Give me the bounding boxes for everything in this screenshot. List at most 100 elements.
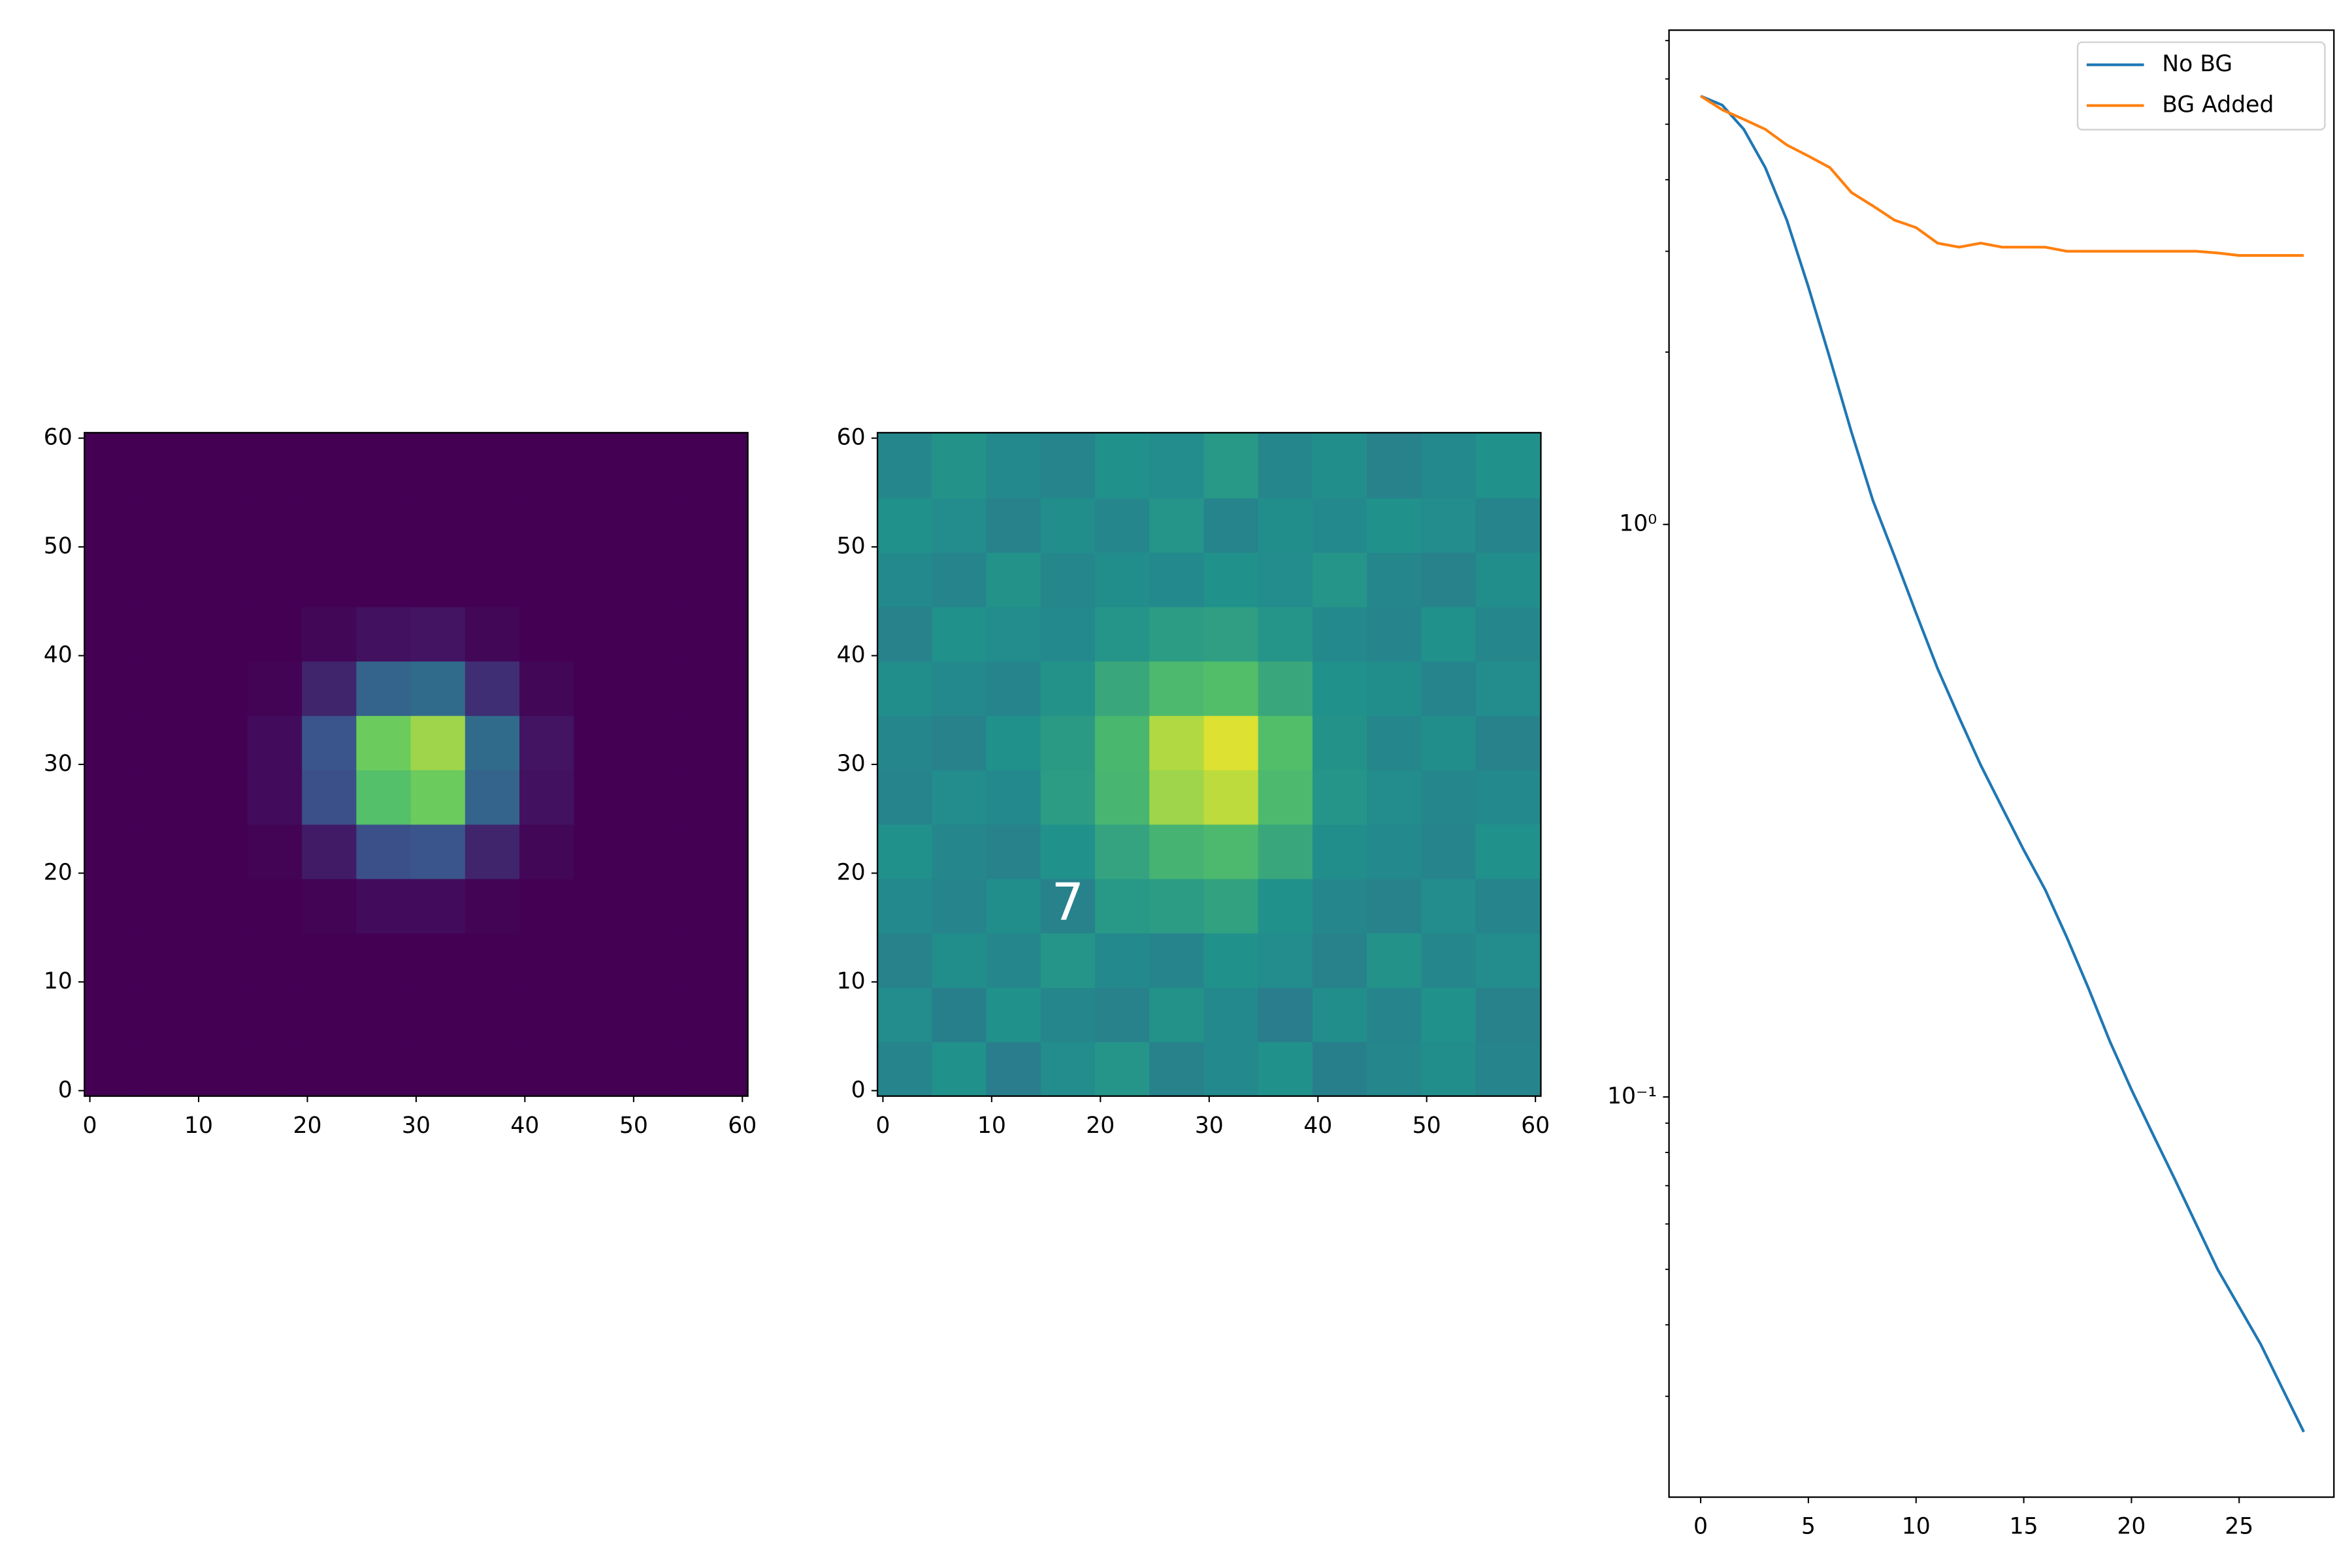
heatmap-cell [193,770,248,825]
x-tick-label: 5 [1801,1514,1816,1540]
heatmap-cell [1094,606,1150,662]
y-tick-label: 10 [44,968,73,994]
heatmap-cell [410,661,466,716]
heatmap-cell [356,498,412,553]
heatmap-cell [1258,498,1313,553]
x-tick-label: 20 [2117,1514,2146,1540]
heatmap-cell [193,433,248,498]
heatmap-cell [1475,433,1542,498]
heatmap-cell [877,715,932,771]
heatmap-cell [1094,933,1150,988]
heatmap-cell [410,498,466,553]
heatmap-cell [1094,987,1150,1043]
heatmap-cell [574,715,629,771]
heatmap-cell [1203,715,1259,771]
x-tick-label: 50 [1413,1113,1441,1139]
heatmap-cell [1421,1041,1477,1097]
heatmap-cell [1094,770,1150,825]
heatmap-cell [84,824,140,879]
heatmap-cell [932,987,987,1043]
heatmap-cell [193,715,248,771]
heatmap-cell [247,715,302,771]
heatmap-cell [1203,770,1259,825]
heatmap-cell [682,878,749,934]
heatmap-cell [1367,498,1422,553]
heatmap-cell [1421,878,1477,934]
heatmap-cell [465,715,520,771]
heatmap-cell [519,433,574,498]
heatmap-cell [1367,770,1422,825]
heatmap-cell [1421,987,1477,1043]
heatmap-cell [410,552,466,608]
heatmap-cell [1149,498,1205,553]
y-tick-label: 50 [837,533,866,559]
heatmap-cell [1475,824,1542,879]
heatmap-cell [193,933,248,988]
heatmap-cell [1367,715,1422,771]
heatmap-cell [628,987,683,1043]
y-tick-label: 10⁻¹ [1607,1083,1657,1109]
heatmap-cell [193,661,248,716]
heatmap-cell [1475,498,1542,553]
x-tick-label: 50 [619,1113,648,1139]
x-tick-label: 60 [728,1113,757,1139]
heatmap-cell [1367,606,1422,662]
heatmap-cell [410,715,466,771]
heatmap-cell [986,606,1041,662]
x-tick-label: 0 [875,1113,890,1139]
heatmap-cell [628,770,683,825]
heatmap-cell [986,824,1041,879]
heatmap-cell [84,933,140,988]
heatmap-cell [1094,661,1150,716]
heatmap-cell [1149,433,1205,498]
heatmap-cell [302,987,357,1043]
heatmap-cell [682,552,749,608]
heatmap-cell [356,433,412,498]
heatmap-cell [410,433,466,498]
y-tick-label: 40 [44,642,73,668]
heatmap-cell [84,878,140,934]
heatmap-cell [1040,661,1096,716]
heatmap-cell [628,878,683,934]
heatmap-cell [465,1041,520,1097]
heatmap-cell [247,987,302,1043]
heatmap-cell [1149,987,1205,1043]
heatmap-cell [1258,770,1313,825]
heatmap-cell [628,661,683,716]
heatmap-cell [1149,661,1205,716]
heatmap-cell [302,1041,357,1097]
heatmap-cell [1203,987,1259,1043]
heatmap-cell [1367,433,1422,498]
heatmap-cell [574,878,629,934]
heatmap-cell [356,878,412,934]
x-tick-label: 60 [1521,1113,1550,1139]
heatmap-cell [1421,498,1477,553]
heatmap-cell [1258,552,1313,608]
heatmap-cell [84,661,140,716]
heatmap-cell [682,987,749,1043]
heatmap-cell [247,770,302,825]
heatmap-cell [628,1041,683,1097]
y-tick-label: 0 [58,1077,73,1103]
heatmap-cell [1203,661,1259,716]
heatmap-cell [877,433,932,498]
heatmap-cell [519,933,574,988]
heatmap-cell [465,933,520,988]
heatmap-cell [302,824,357,879]
heatmap-cell [1312,433,1367,498]
heatmap-cell [574,498,629,553]
x-tick-label: 20 [1086,1113,1115,1139]
legend-label: No BG [2162,51,2232,77]
heatmap-cell [302,606,357,662]
heatmap-cell [682,433,749,498]
heatmap-cell [139,715,194,771]
heatmap-cell [1040,824,1096,879]
heatmap-cell [1258,433,1313,498]
heatmap-cell [139,933,194,988]
heatmap-cell [574,552,629,608]
heatmap-cell [1421,933,1477,988]
heatmap-cell [628,933,683,988]
heatmap-cell [628,433,683,498]
heatmap-cell [1312,878,1367,934]
